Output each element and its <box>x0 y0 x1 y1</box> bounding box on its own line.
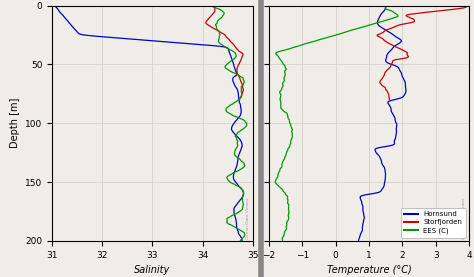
Text: Ocean Data Viewer: Ocean Data Viewer <box>462 197 466 238</box>
X-axis label: Temperature (°C): Temperature (°C) <box>327 265 411 275</box>
Text: Ocean Data Viewer: Ocean Data Viewer <box>246 197 250 238</box>
Y-axis label: Depth [m]: Depth [m] <box>9 98 19 148</box>
X-axis label: Salinity: Salinity <box>134 265 171 275</box>
Legend: Hornsund, Storfjorden, EES (C): Hornsund, Storfjorden, EES (C) <box>401 208 466 237</box>
